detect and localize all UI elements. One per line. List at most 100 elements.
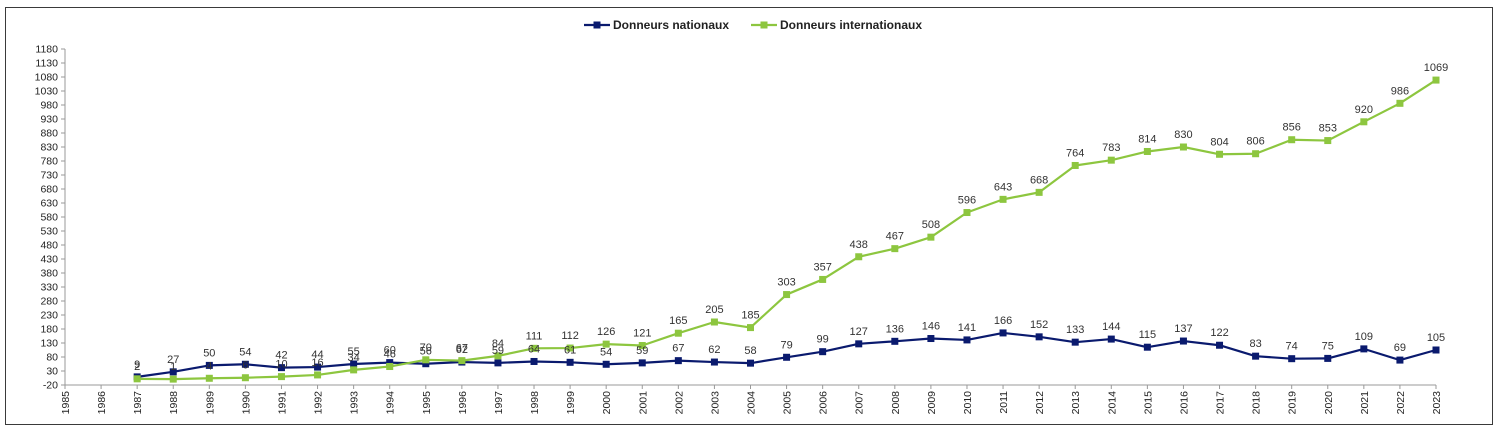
data-point — [1288, 355, 1296, 363]
data-label: 136 — [886, 323, 904, 335]
data-point — [350, 366, 358, 374]
data-label: 109 — [1355, 331, 1373, 343]
legend-marker — [760, 21, 768, 29]
data-point — [169, 368, 177, 376]
data-point — [205, 361, 213, 369]
data-label: 58 — [744, 345, 756, 357]
x-tick-label: 2006 — [818, 391, 830, 415]
data-label: 830 — [1174, 129, 1192, 141]
data-label: 75 — [1322, 340, 1334, 352]
data-point — [747, 359, 754, 367]
data-label: 56 — [420, 346, 432, 358]
data-label: 16 — [311, 357, 323, 369]
data-label: 59 — [492, 345, 504, 357]
data-label: 596 — [958, 195, 976, 207]
data-label: 2 — [134, 361, 140, 373]
data-point — [963, 336, 971, 344]
data-label: 438 — [850, 239, 868, 251]
data-label: 64 — [528, 343, 540, 355]
x-tick-label: 1990 — [240, 391, 252, 415]
data-point — [999, 329, 1007, 337]
data-label: 111 — [526, 330, 543, 342]
data-label: 146 — [922, 321, 940, 333]
x-tick-label: 2001 — [637, 391, 649, 415]
data-label: 4 — [206, 360, 212, 372]
x-tick-label: 2012 — [1034, 391, 1046, 415]
data-label: 814 — [1138, 133, 1156, 145]
data-point — [1252, 352, 1260, 360]
y-tick-label: 30 — [46, 366, 58, 378]
data-point — [1107, 156, 1115, 164]
data-point — [566, 358, 574, 366]
data-point — [602, 360, 610, 368]
data-point — [494, 352, 502, 360]
y-tick-label: 1080 — [35, 72, 59, 84]
data-point — [710, 358, 718, 366]
data-label: 357 — [813, 261, 831, 273]
data-label: 804 — [1210, 136, 1228, 148]
y-tick-label: 530 — [40, 226, 58, 238]
x-tick-label: 2022 — [1395, 391, 1407, 415]
y-tick-label: 730 — [40, 170, 58, 182]
data-label: 764 — [1066, 147, 1084, 159]
x-tick-label: 2023 — [1431, 391, 1443, 415]
data-label: 185 — [741, 310, 759, 322]
data-point — [314, 371, 322, 379]
data-point — [783, 291, 791, 299]
data-point — [1107, 335, 1115, 343]
data-label: 1069 — [1424, 62, 1448, 74]
data-label: 54 — [239, 346, 251, 358]
data-point — [350, 360, 358, 368]
x-tick-label: 1987 — [132, 391, 144, 415]
data-point — [422, 356, 430, 364]
data-label: 59 — [636, 345, 648, 357]
data-point — [386, 363, 394, 371]
data-point — [783, 353, 791, 361]
data-point — [458, 357, 466, 365]
x-tick-label: 1997 — [493, 391, 505, 415]
y-tick-label: 1180 — [35, 44, 58, 56]
data-label: 34 — [348, 352, 360, 364]
y-tick-label: 1130 — [35, 58, 58, 70]
y-tick-label: 230 — [40, 310, 58, 322]
data-label: 137 — [1174, 323, 1192, 335]
data-label: 6 — [242, 360, 248, 372]
data-point — [1360, 345, 1368, 353]
data-point — [566, 344, 574, 352]
y-tick-label: 580 — [40, 212, 58, 224]
x-tick-label: 1996 — [457, 391, 469, 415]
data-label: 668 — [1030, 174, 1048, 186]
data-point — [1071, 338, 1079, 346]
data-point — [1324, 354, 1332, 362]
x-tick-label: 1991 — [276, 391, 288, 415]
x-tick-label: 2007 — [854, 391, 866, 415]
data-label: 205 — [705, 304, 723, 316]
y-tick-label: 280 — [40, 296, 58, 308]
data-point — [963, 209, 971, 217]
x-tick-label: 1986 — [96, 391, 108, 415]
data-point — [710, 318, 718, 326]
data-point — [999, 195, 1007, 203]
x-tick-label: 1993 — [349, 391, 361, 415]
data-point — [855, 340, 863, 348]
data-point — [1288, 136, 1296, 144]
data-label: 84 — [492, 338, 504, 350]
data-label: 42 — [275, 350, 287, 362]
x-tick-label: 2009 — [926, 391, 938, 415]
x-tick-label: 2004 — [746, 391, 758, 415]
data-label: 166 — [994, 315, 1012, 327]
data-point — [386, 359, 394, 367]
data-label: 62 — [708, 344, 720, 356]
x-tick-label: 2016 — [1178, 391, 1190, 415]
y-tick-label: 880 — [40, 128, 58, 140]
y-tick-label: 430 — [40, 254, 58, 266]
data-point — [277, 373, 285, 381]
data-point — [205, 374, 213, 382]
y-tick-label: 130 — [40, 338, 58, 350]
legend-marker — [593, 21, 601, 29]
data-label: 133 — [1066, 324, 1084, 336]
y-tick-label: 1030 — [35, 86, 59, 98]
x-tick-label: 1989 — [204, 391, 216, 415]
y-tick-label: 380 — [40, 268, 58, 280]
data-label: 105 — [1427, 332, 1445, 344]
